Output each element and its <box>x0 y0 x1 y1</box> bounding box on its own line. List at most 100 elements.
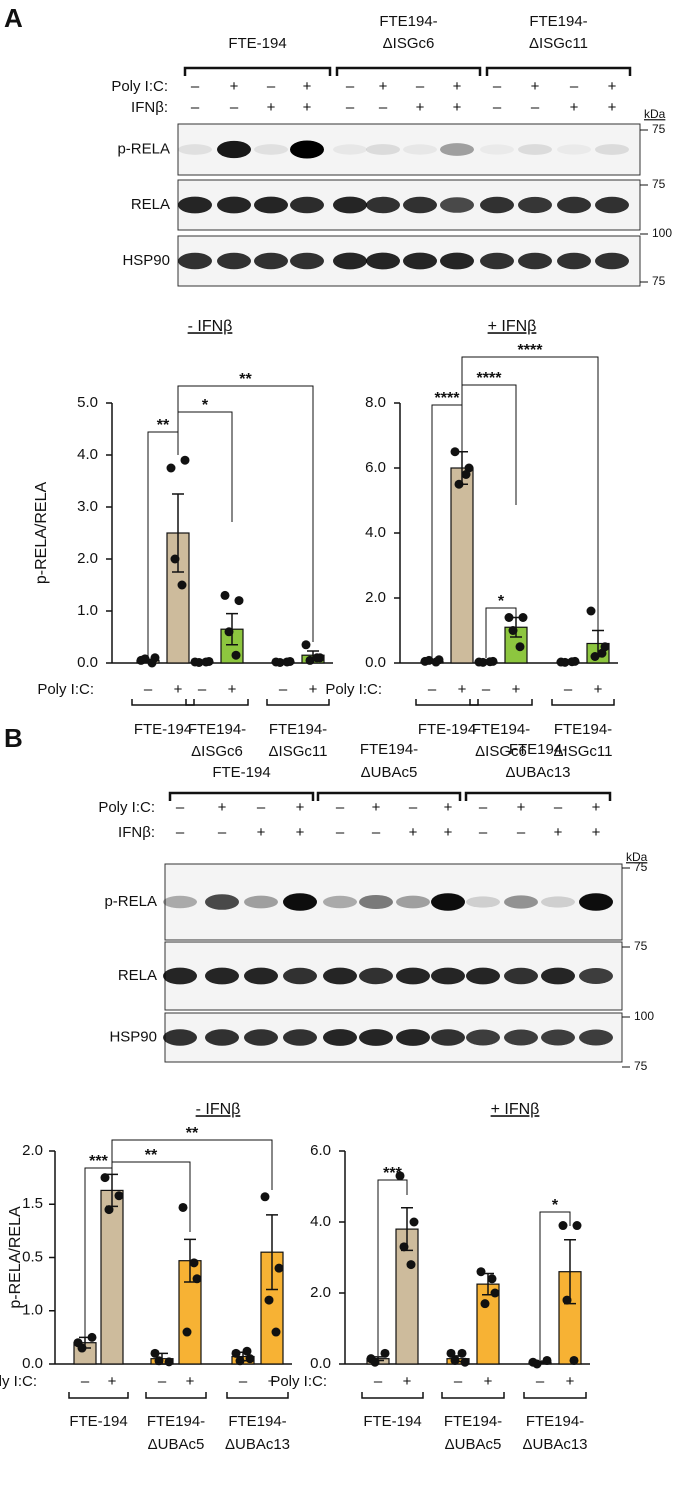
kda-marker: 100 <box>634 1009 654 1023</box>
data-point <box>454 479 464 489</box>
data-point <box>460 1357 470 1367</box>
significance-label: **** <box>477 370 503 387</box>
blot-band <box>504 895 538 909</box>
data-point <box>569 1355 579 1365</box>
data-point <box>264 1295 274 1305</box>
x-tick-label: – <box>536 1373 545 1390</box>
blot-band <box>557 252 591 270</box>
blot-band <box>579 1029 613 1046</box>
treatment-sign: + <box>554 824 563 841</box>
blot-band <box>366 144 400 155</box>
blot-band <box>290 140 324 159</box>
group-label: FTE-194 <box>134 721 192 738</box>
x-tick-label: – <box>158 1373 167 1390</box>
data-point <box>586 606 596 616</box>
data-point <box>170 554 180 564</box>
group-label: ΔUBAc13 <box>505 764 570 781</box>
kda-marker: 75 <box>652 177 666 191</box>
treatment-sign: + <box>303 78 312 95</box>
treatment-sign: + <box>592 824 601 841</box>
blot-band <box>504 1029 538 1046</box>
blot-band <box>480 252 514 270</box>
row-label: p-RELA <box>117 140 170 157</box>
data-point <box>271 1327 281 1337</box>
blot-band <box>431 893 465 911</box>
group-bracket <box>441 1392 505 1399</box>
significance-bracket <box>539 1211 571 1360</box>
data-point <box>504 613 514 622</box>
group-label: FTE194- <box>269 721 327 738</box>
group-label: FTE194- <box>509 741 567 758</box>
data-point <box>457 1348 467 1358</box>
blot-band <box>579 968 613 984</box>
blot-band <box>163 895 197 909</box>
kda-marker: 75 <box>634 939 648 953</box>
data-point <box>194 657 204 667</box>
blot-band <box>254 144 288 155</box>
row-label: Poly I:C: <box>325 681 382 698</box>
bar <box>100 1189 124 1365</box>
blot-band <box>466 967 500 985</box>
kda-marker: 75 <box>652 122 666 136</box>
data-point <box>77 1343 87 1353</box>
group-label: FTE-194 <box>212 764 270 781</box>
data-point <box>532 1359 542 1369</box>
data-point <box>450 1355 460 1365</box>
panel-label: B <box>4 723 23 753</box>
y-tick-label: 6.0 <box>310 1142 331 1159</box>
kda-marker: 75 <box>634 1059 648 1073</box>
y-tick-label: 2.0 <box>310 1284 331 1301</box>
blot-band <box>178 252 212 270</box>
significance-label: *** <box>89 1153 108 1170</box>
treatment-sign: – <box>191 99 200 116</box>
significance-bracket <box>177 411 233 522</box>
treatment-label: IFNβ: <box>131 99 168 116</box>
kda-marker: 75 <box>634 860 648 874</box>
treatment-sign: + <box>444 799 453 816</box>
x-tick-label: – <box>374 1373 383 1390</box>
treatment-sign: – <box>257 799 266 816</box>
group-bracket <box>226 1392 289 1399</box>
data-point <box>305 655 315 665</box>
significance-bracket <box>461 356 599 630</box>
group-label: FTE-194 <box>363 1413 421 1430</box>
blot-band <box>244 895 278 909</box>
x-tick-label: + <box>228 681 237 698</box>
data-point <box>104 1205 114 1215</box>
row-label: Poly I:C: <box>270 1373 327 1390</box>
blot-band <box>283 893 317 911</box>
blot-band <box>557 196 591 214</box>
treatment-sign: – <box>372 824 381 841</box>
group-bracket <box>168 791 315 801</box>
data-point <box>461 470 471 479</box>
x-tick-label: – <box>564 681 573 698</box>
blot-band <box>480 144 514 155</box>
row-label: HSP90 <box>109 1028 157 1045</box>
treatment-label: Poly I:C: <box>98 799 155 816</box>
blot-band <box>163 1029 197 1046</box>
group-bracket <box>469 699 533 706</box>
y-tick-label: 4.0 <box>77 446 98 463</box>
group-bracket <box>145 1392 207 1399</box>
blot-band <box>178 196 212 214</box>
treatment-sign: – <box>191 78 200 95</box>
blot-band <box>290 196 324 214</box>
treatment-sign: + <box>416 99 425 116</box>
blot-band <box>431 967 465 985</box>
blot-band <box>283 967 317 985</box>
y-tick-label: 4.0 <box>310 1213 331 1230</box>
treatment-sign: + <box>453 99 462 116</box>
treatment-sign: – <box>479 824 488 841</box>
blot-band <box>466 1029 500 1046</box>
data-point <box>542 1355 552 1365</box>
data-point <box>424 655 434 665</box>
y-tick-label: 5.0 <box>77 394 98 411</box>
treatment-sign: – <box>346 78 355 95</box>
blot-band <box>323 895 357 909</box>
group-label: FTE194- <box>147 1413 205 1430</box>
blot-band <box>403 144 437 155</box>
y-tick-label: 4.0 <box>365 524 386 541</box>
blot-band <box>396 895 430 909</box>
significance-label: **** <box>518 342 544 359</box>
blot-band <box>396 967 430 985</box>
